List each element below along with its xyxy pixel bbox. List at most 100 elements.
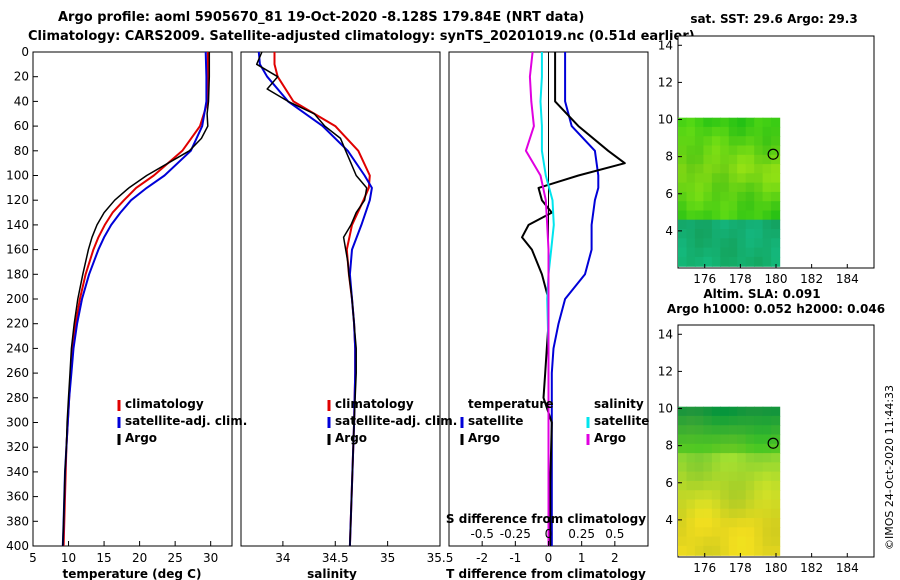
map-grid-cell [703,191,713,202]
depth-ytick-label: 40 [14,94,29,108]
map-grid-cell [694,191,704,202]
map-grid-cell [745,126,755,137]
map-grid-cell [678,508,688,519]
map-grid-cell [686,247,696,258]
map-grid-cell [728,518,738,528]
map-grid-cell [678,219,688,230]
altimetry-sla-label: Altim. SLA: 0.091 [703,287,820,301]
map-grid-cell [762,536,772,547]
map-grid-cell [703,434,713,445]
map-grid-cell [686,545,696,556]
depth-ytick-label: 340 [6,465,29,479]
map-grid-cell [686,536,696,547]
map-grid-cell [737,229,747,239]
map-grid-cell [745,145,755,156]
map-grid-cell [694,462,704,473]
legend-t-satellite-label: satellite [468,414,523,428]
map-grid-cell [762,238,772,249]
map-grid-cell [762,210,772,221]
map-grid-cell [745,425,755,436]
map-grid-cell [720,415,730,426]
map-grid-cell [678,173,688,184]
map-grid-cell [686,219,696,230]
map-grid-cell [694,201,704,212]
longitude-tick-label: 176 [693,561,716,575]
map-grid-cell [686,453,696,463]
map-grid-cell [678,443,688,454]
map-grid-cell [711,545,721,556]
map-grid-cell [703,462,713,473]
map-grid-cell [711,462,721,473]
temperature-xtick-label: 5 [29,551,37,565]
map-grid-cell [762,508,772,519]
map-grid-cell [737,518,747,528]
map-grid-cell [720,229,730,239]
map-grid-cell [711,210,721,221]
sst-map-panel: sat. SST: 29.6 Argo: 29.3 176 178 180 182 18… [658,12,875,301]
depth-ytick-label: 380 [6,514,29,528]
t-difference-xtick-label: 2 [611,551,619,565]
map-grid-cell [745,154,755,165]
map-grid-cell [745,415,755,426]
map-grid-cell [737,536,747,547]
s-difference-xtick-label: 0.25 [568,527,595,541]
map-grid-cell [737,415,747,426]
temperature-xtick-label: 25 [168,551,183,565]
depth-ytick-label: 220 [6,317,29,331]
map-grid-cell [694,136,704,147]
imos-credit: ©IMOS 24-Oct-2020 11:44:33 [883,385,896,550]
map-grid-cell [678,518,688,528]
map-grid-cell [686,164,696,174]
map-grid-cell [754,247,764,258]
map-grid-cell [728,136,738,147]
map-grid-cell [678,154,688,165]
longitude-tick-label: 180 [765,561,788,575]
map-grid-cell [686,117,696,128]
map-grid-cell [678,238,688,249]
map-grid-cell [771,471,781,482]
temperature-xtick-label: 15 [96,551,111,565]
latitude-tick-label: 4 [665,513,673,527]
longitude-tick-label: 178 [729,272,752,286]
map-grid-cell [686,256,696,267]
map-grid-cell [686,471,696,482]
map-grid-cell [678,434,688,445]
s-argo-difference-line [524,51,550,546]
temperature-xtick-label: 10 [61,551,76,565]
map-grid-cell [711,191,721,202]
map-grid-cell [771,256,781,267]
map-grid-cell [711,238,721,249]
map-grid-cell [711,434,721,445]
map-grid-cell [711,126,721,137]
map-grid-cell [711,256,721,267]
map-grid-cell [754,126,764,137]
depth-ytick-label: 260 [6,366,29,380]
map-grid-cell [711,229,721,239]
map-grid-cell [737,499,747,510]
map-grid-cell [737,256,747,267]
temperature-panel: 5 10 15 20 25 30 0 20 40 60 80 100 120 140 160 180 200 2… [6,45,247,580]
depth-ytick-label: 60 [14,119,29,133]
latitude-tick-label: 6 [665,187,673,201]
map-grid-cell [720,219,730,230]
argo-location-marker [767,437,779,449]
map-grid-cell [703,406,713,417]
map-grid-cell [711,173,721,184]
depth-ytick-label: 280 [6,391,29,405]
map-grid-cell [720,238,730,249]
map-grid-cell [686,229,696,239]
map-grid-cell [711,499,721,510]
map-grid-cell [771,136,781,147]
map-grid-cell [762,462,772,473]
map-grid-cell [737,154,747,165]
map-grid-cell [771,238,781,249]
longitude-tick-label: 176 [693,272,716,286]
map-grid-cell [703,117,713,128]
map-grid-cell [728,256,738,267]
map-grid-cell [771,425,781,436]
map-grid-cell [754,173,764,184]
salinity-axes-box [240,51,441,547]
map-grid-cell [754,518,764,528]
map-grid-cell [754,471,764,482]
map-grid-cell [711,406,721,417]
